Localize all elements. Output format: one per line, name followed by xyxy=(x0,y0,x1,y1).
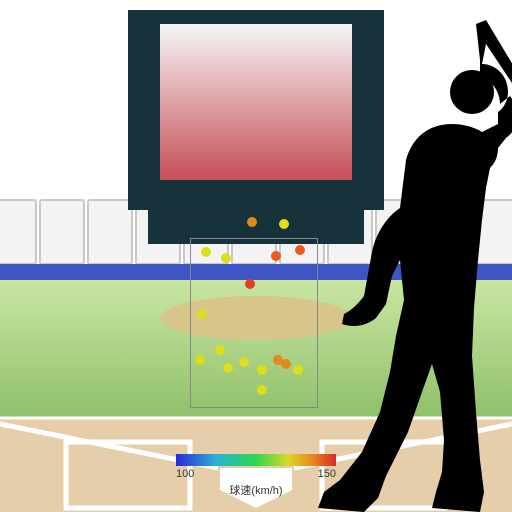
pitch-dot xyxy=(197,309,207,319)
pitch-dot xyxy=(223,363,233,373)
pitch-dot xyxy=(271,251,281,261)
pitch-dot xyxy=(195,355,205,365)
pitch-dot xyxy=(201,247,211,257)
pitch-dot xyxy=(221,253,231,263)
pitch-dot xyxy=(245,279,255,289)
pitch-dot xyxy=(215,345,225,355)
pitch-dot xyxy=(279,219,289,229)
strike-zone xyxy=(190,238,318,408)
pitch-dot xyxy=(257,385,267,395)
pitch-dot xyxy=(281,359,291,369)
batter-silhouette xyxy=(300,20,512,512)
legend-tick-min: 100 xyxy=(176,468,194,480)
pitch-dot xyxy=(257,365,267,375)
pitch-dot xyxy=(247,217,257,227)
pitch-dot xyxy=(239,357,249,367)
